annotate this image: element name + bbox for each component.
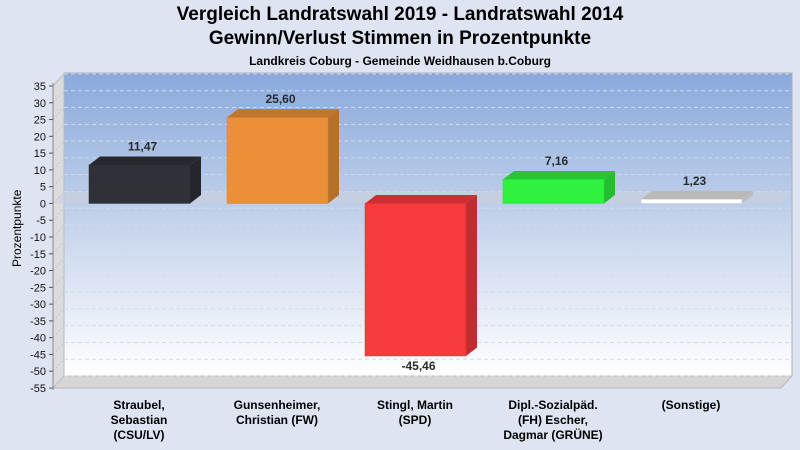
bar-value-label: 7,16 — [545, 154, 569, 168]
bar-front — [640, 199, 743, 204]
y-axis-label: Prozentpunkte — [10, 189, 24, 267]
x-category-label: Dipl.-Sozialpäd. (FH) Escher, Dagmar (GR… — [503, 398, 603, 442]
bar-top — [641, 190, 753, 200]
bar-top — [503, 171, 615, 180]
gridline-side — [52, 375, 65, 389]
y-tick-label: -25 — [30, 282, 46, 294]
gridline-side — [52, 174, 65, 188]
gridline-side — [52, 123, 65, 137]
gridline-side — [52, 274, 65, 288]
gridline-side — [52, 207, 65, 221]
y-tick-label: -15 — [30, 249, 46, 261]
y-tick-label: 35 — [34, 81, 46, 93]
bar-front — [226, 117, 329, 204]
bar-side — [742, 190, 753, 204]
chart-subtitle: Gewinn/Verlust Stimmen in Prozentpunkte — [208, 28, 592, 49]
y-tick-label: -30 — [30, 299, 46, 311]
bar-value-label: 25,60 — [265, 92, 295, 106]
y-tick-label: 20 — [34, 131, 46, 143]
bar-top — [89, 156, 201, 165]
bar-value-label: -45,46 — [401, 359, 435, 373]
gridline-side — [52, 342, 65, 355]
gridline-side — [52, 325, 65, 339]
chart-location: Landkreis Coburg - Gemeinde Weidhausen b… — [249, 54, 551, 68]
bar-front — [364, 203, 467, 357]
bar-5 — [640, 190, 753, 204]
gridline-side — [52, 258, 65, 271]
gridline-side — [52, 358, 65, 372]
x-category-label: (Sonstige) — [661, 398, 721, 412]
bar-top — [365, 195, 477, 204]
bar-3 — [364, 195, 477, 357]
gridline-side — [52, 90, 65, 104]
plot-floor — [51, 375, 794, 389]
bar-side — [328, 109, 339, 204]
y-tick-label: 30 — [34, 98, 46, 110]
y-tick-label: -55 — [30, 383, 46, 395]
bar-1 — [88, 156, 201, 204]
y-tick-label: 10 — [34, 165, 46, 177]
gridline-side — [52, 140, 65, 154]
gridline-side — [52, 157, 65, 171]
x-category-label: Straubel, Sebastian (CSU/LV) — [110, 398, 168, 442]
bar-side — [190, 156, 201, 204]
x-category-label: Gunsenheimer, Christian (FW) — [233, 398, 321, 427]
y-tick-label: -40 — [30, 333, 46, 345]
y-tick-label: 15 — [34, 148, 46, 160]
bar-value-label: 1,23 — [683, 174, 707, 188]
bar-front — [502, 179, 605, 204]
bar-front — [88, 164, 191, 204]
gridline-side — [52, 291, 65, 305]
gridline-side — [52, 308, 65, 322]
y-tick-label: -50 — [30, 366, 46, 378]
y-tick-label: -20 — [30, 266, 46, 278]
bar-side — [466, 195, 477, 356]
y-tick-label: -45 — [30, 349, 46, 361]
bar-value-label: 11,47 — [128, 140, 158, 154]
bar-2 — [226, 109, 339, 204]
bar-4 — [502, 171, 615, 204]
gridline-side — [52, 107, 65, 120]
gridline-side — [52, 241, 65, 255]
y-tick-label: -10 — [30, 232, 46, 244]
x-category-label: Stingl, Martin (SPD) — [377, 398, 453, 427]
y-tick-label: -35 — [30, 316, 46, 328]
y-tick-label: 5 — [40, 182, 46, 194]
y-tick-label: 0 — [40, 198, 46, 210]
bar-top — [227, 109, 339, 118]
gridline-side — [52, 224, 65, 238]
bar-side — [604, 171, 615, 204]
y-tick-label: 25 — [34, 115, 46, 127]
gridline-side — [52, 73, 65, 87]
y-tick-label: -5 — [36, 215, 46, 227]
chart-title: Vergleich Landratswahl 2019 - Landratswa… — [176, 4, 624, 25]
